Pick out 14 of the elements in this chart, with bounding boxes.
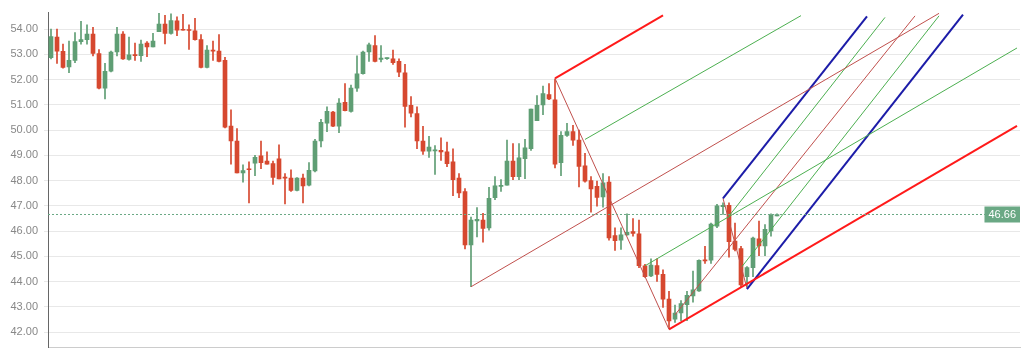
y-tick-label: 42.00 [10,325,38,338]
y-tick-label: 46.00 [10,224,38,237]
y-tick-label: 52.00 [10,72,38,85]
y-tick-label: 54.00 [10,22,38,35]
y-tick-label: 47.00 [10,198,38,211]
y-tick-label: 45.00 [10,249,38,262]
y-tick-label: 51.00 [10,97,38,110]
y-tick-label: 49.00 [10,148,38,161]
y-tick-label: 48.00 [10,173,38,186]
y-tick-label: 53.00 [10,47,38,60]
y-tick-label: 44.00 [10,274,38,287]
y-tick-label: 43.00 [10,300,38,312]
ref-line-label: 46.66 [988,207,1016,220]
y-tick-label: 50.00 [10,123,38,136]
